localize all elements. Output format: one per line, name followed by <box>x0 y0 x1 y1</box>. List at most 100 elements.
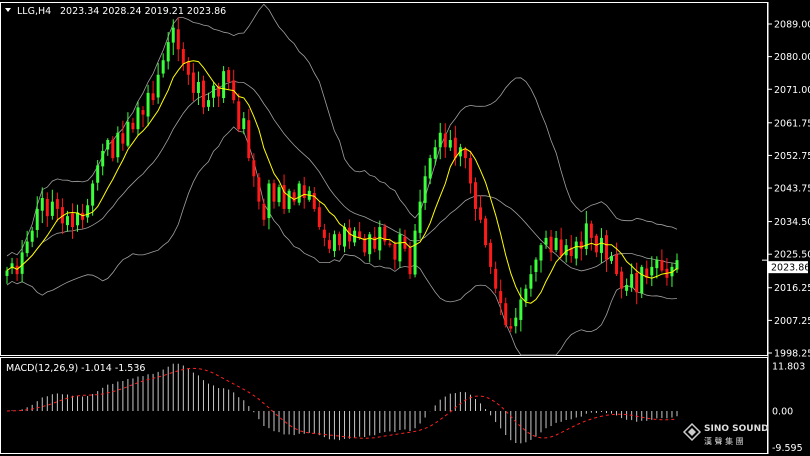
candle-body <box>499 291 503 304</box>
price-tick-label: 2061.75 <box>774 118 810 129</box>
candle-body <box>136 107 140 130</box>
chart-header: LLG,H4 2023.34 2028.24 2019.21 2023.86 M… <box>5 6 226 374</box>
candle-body <box>433 147 437 159</box>
candle-body <box>217 85 221 97</box>
candle-body <box>332 234 336 252</box>
candle-body <box>610 256 614 261</box>
candle-body <box>594 235 598 253</box>
candles <box>5 17 679 334</box>
candle-body <box>327 240 331 249</box>
candle-body <box>161 60 165 74</box>
candle-body <box>388 243 392 246</box>
candle-body <box>358 231 362 238</box>
candle-body <box>514 317 518 327</box>
candle-body <box>604 235 608 260</box>
candle-body <box>171 27 175 43</box>
price-tick-label: 2034.50 <box>774 217 810 228</box>
price-axis: 2089.00 2080.00 2071.00 2061.75 2052.75 2043.… <box>762 2 810 454</box>
candle-body <box>640 266 644 294</box>
candle-body <box>181 48 185 64</box>
candle-body <box>242 118 246 130</box>
candle-body <box>549 236 553 253</box>
candle-body <box>373 236 377 249</box>
candle-body <box>111 139 115 159</box>
candle-body <box>615 254 619 275</box>
candle-body <box>131 122 135 130</box>
triangle-down-icon[interactable] <box>5 8 11 12</box>
candle-body <box>519 299 523 320</box>
candle-body <box>287 190 291 210</box>
candle-body <box>504 303 508 325</box>
current-price-box <box>768 261 808 274</box>
candle-body <box>317 207 321 228</box>
candle-body <box>81 212 85 220</box>
candle-body <box>524 288 528 302</box>
candle-body <box>650 266 654 276</box>
candle-body <box>554 237 558 250</box>
candle-body <box>166 42 170 62</box>
candle-body <box>620 271 624 289</box>
candle-body <box>574 241 578 259</box>
bollinger-bands <box>6 3 678 356</box>
candle-body <box>645 268 649 278</box>
candle-body <box>272 183 276 202</box>
candle-body <box>312 193 316 209</box>
candle-body <box>413 230 417 275</box>
candle-body <box>599 237 603 253</box>
candle-body <box>408 247 412 275</box>
candle-body <box>438 132 442 148</box>
price-tick-label: 2016.25 <box>774 283 810 294</box>
symbol-label: LLG,H4 <box>17 6 51 17</box>
price-tick-label: 2089.00 <box>774 20 810 31</box>
candle-body <box>252 160 256 177</box>
candle-body <box>101 150 105 167</box>
candle-body <box>569 247 573 257</box>
candle-body <box>348 227 352 242</box>
candle-body <box>292 192 296 202</box>
candle-body <box>468 157 472 184</box>
candle-body <box>201 80 205 108</box>
candle-body <box>630 274 634 288</box>
candle-body <box>151 93 155 101</box>
candle-body <box>141 110 145 115</box>
candle-body <box>25 241 29 254</box>
macd-signal-line <box>6 367 678 439</box>
candle-body <box>448 140 452 148</box>
candle-body <box>267 183 271 219</box>
candle-body <box>257 177 261 202</box>
candle-body <box>337 233 341 246</box>
price-tick-label: 2071.00 <box>774 85 810 96</box>
price-tick-label: 2080.00 <box>774 52 810 63</box>
ma-line <box>6 60 678 304</box>
macd-label: MACD(12,26,9) -1.014 -1.536 <box>6 363 145 374</box>
candle-body <box>368 234 372 255</box>
candle-body <box>50 201 54 216</box>
candle-body <box>227 70 231 83</box>
candle-body <box>509 326 513 329</box>
watermark-text: SINO SOUND <box>704 424 769 434</box>
macd-panel: 11.803 0.00 -9.595 <box>6 362 805 454</box>
macd-tick-label: 11.803 <box>772 362 805 373</box>
candle-body <box>196 82 200 94</box>
candle-body <box>176 29 180 50</box>
candle-body <box>121 133 125 144</box>
watermark-logo: SINO SOUND 漢 聲 集 團 <box>682 422 769 446</box>
candle-body <box>539 245 543 261</box>
candle-body <box>15 265 19 275</box>
candle-body <box>70 213 74 228</box>
candle-body <box>670 266 674 277</box>
candle-body <box>20 252 24 274</box>
candle-body <box>116 132 120 158</box>
candle-body <box>106 140 110 150</box>
candle-body <box>398 234 402 262</box>
price-tick-label: 2052.75 <box>774 151 810 162</box>
price-tick-label: 2043.75 <box>774 184 810 195</box>
candle-body <box>247 120 251 159</box>
candle-body <box>237 101 241 130</box>
candle-body <box>423 176 427 203</box>
candle-body <box>544 237 548 245</box>
candle-body <box>660 260 664 271</box>
candle-body <box>428 158 432 179</box>
candle-body <box>494 268 498 289</box>
